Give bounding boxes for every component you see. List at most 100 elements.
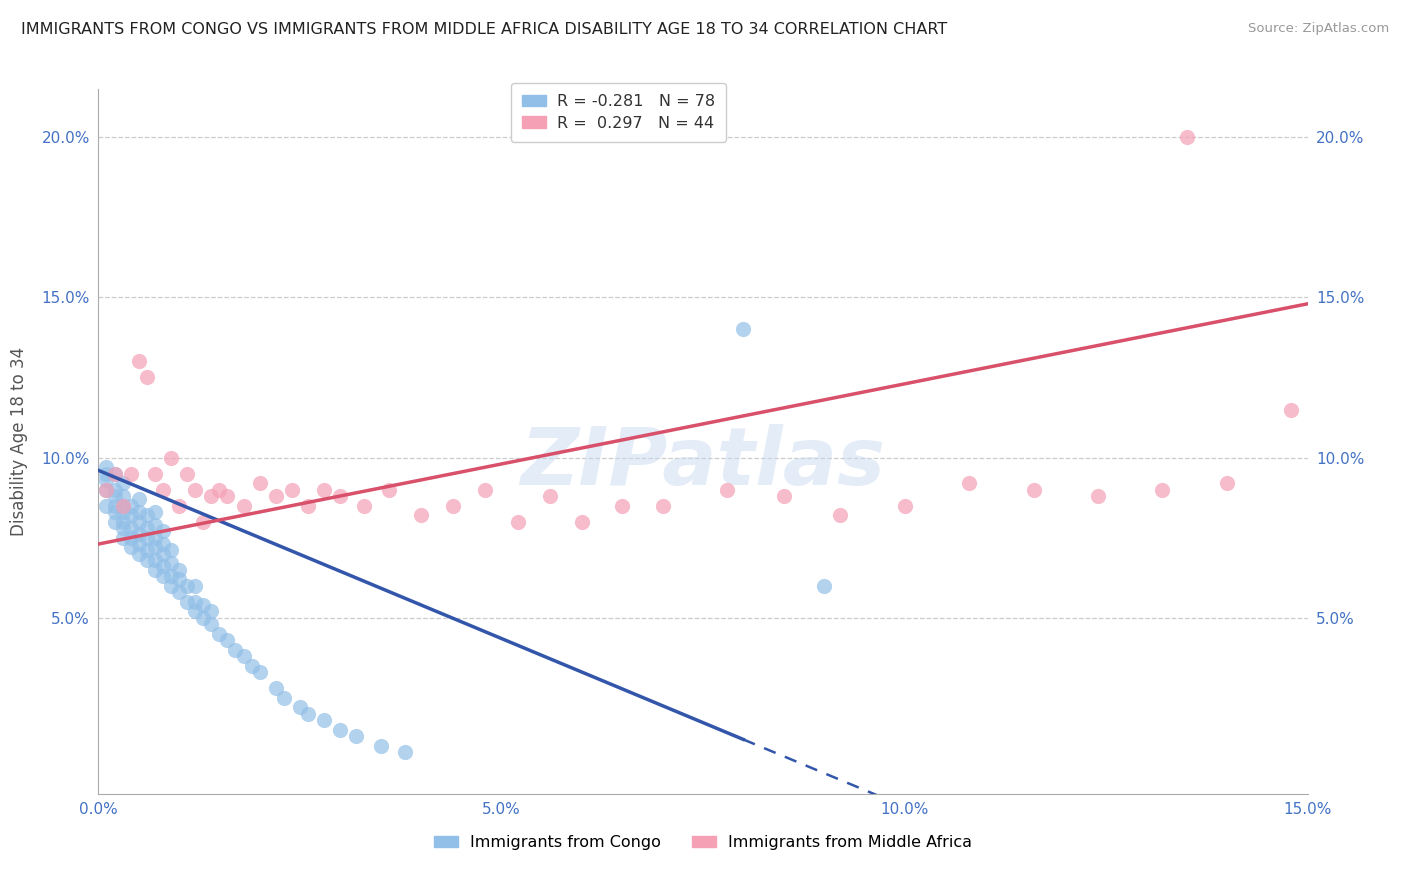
Point — [111, 521, 134, 535]
Point — [160, 569, 183, 583]
Point — [716, 483, 738, 497]
Point — [120, 467, 142, 481]
Point — [143, 531, 166, 545]
Point — [1216, 476, 1239, 491]
Point — [377, 483, 399, 497]
Point — [344, 729, 367, 743]
Point — [651, 499, 673, 513]
Point — [273, 690, 295, 705]
Point — [160, 556, 183, 570]
Text: ZIPatlas: ZIPatlas — [520, 424, 886, 501]
Point — [184, 595, 207, 609]
Point — [813, 579, 835, 593]
Point — [329, 723, 352, 737]
Point — [111, 505, 134, 519]
Point — [128, 527, 150, 541]
Point — [176, 467, 198, 481]
Point — [224, 642, 246, 657]
Point — [120, 540, 142, 554]
Point — [111, 531, 134, 545]
Point — [135, 543, 157, 558]
Text: Source: ZipAtlas.com: Source: ZipAtlas.com — [1249, 22, 1389, 36]
Point — [111, 515, 134, 529]
Point — [297, 499, 319, 513]
Point — [111, 489, 134, 503]
Point — [184, 483, 207, 497]
Point — [297, 706, 319, 721]
Point — [240, 658, 263, 673]
Point — [232, 499, 254, 513]
Point — [167, 499, 190, 513]
Point — [103, 515, 125, 529]
Point — [193, 515, 215, 529]
Point — [167, 585, 190, 599]
Point — [612, 499, 634, 513]
Point — [152, 524, 174, 539]
Point — [893, 499, 915, 513]
Point — [111, 499, 134, 513]
Y-axis label: Disability Age 18 to 34: Disability Age 18 to 34 — [10, 347, 28, 536]
Point — [167, 563, 190, 577]
Point — [143, 467, 166, 481]
Point — [571, 515, 593, 529]
Point — [217, 633, 239, 648]
Point — [474, 483, 496, 497]
Point — [176, 579, 198, 593]
Point — [120, 499, 142, 513]
Point — [103, 467, 125, 481]
Point — [143, 553, 166, 567]
Point — [143, 540, 166, 554]
Point — [152, 537, 174, 551]
Point — [96, 483, 118, 497]
Point — [200, 489, 222, 503]
Point — [167, 572, 190, 586]
Point — [281, 483, 304, 497]
Point — [160, 579, 183, 593]
Point — [152, 547, 174, 561]
Point — [135, 521, 157, 535]
Point — [200, 604, 222, 618]
Point — [128, 492, 150, 507]
Point — [217, 489, 239, 503]
Point — [208, 483, 231, 497]
Point — [1087, 489, 1109, 503]
Point — [128, 505, 150, 519]
Point — [128, 537, 150, 551]
Point — [152, 569, 174, 583]
Point — [128, 547, 150, 561]
Point — [103, 467, 125, 481]
Point — [96, 483, 118, 497]
Point — [103, 483, 125, 497]
Point — [152, 559, 174, 574]
Point — [176, 595, 198, 609]
Point — [1152, 483, 1174, 497]
Point — [409, 508, 432, 523]
Text: IMMIGRANTS FROM CONGO VS IMMIGRANTS FROM MIDDLE AFRICA DISABILITY AGE 18 TO 34 C: IMMIGRANTS FROM CONGO VS IMMIGRANTS FROM… — [21, 22, 948, 37]
Point — [249, 476, 271, 491]
Point — [232, 649, 254, 664]
Point — [538, 489, 561, 503]
Point — [96, 473, 118, 487]
Point — [353, 499, 375, 513]
Point — [314, 483, 336, 497]
Point — [329, 489, 352, 503]
Point — [111, 476, 134, 491]
Point — [1022, 483, 1045, 497]
Point — [506, 515, 529, 529]
Point — [143, 563, 166, 577]
Point — [441, 499, 464, 513]
Point — [249, 665, 271, 680]
Point — [103, 505, 125, 519]
Point — [184, 579, 207, 593]
Point — [160, 450, 183, 465]
Point — [1175, 130, 1198, 145]
Point — [288, 700, 311, 714]
Point — [184, 604, 207, 618]
Legend: Immigrants from Congo, Immigrants from Middle Africa: Immigrants from Congo, Immigrants from M… — [427, 829, 979, 856]
Point — [264, 489, 287, 503]
Point — [160, 543, 183, 558]
Point — [96, 499, 118, 513]
Point — [96, 460, 118, 475]
Point — [135, 508, 157, 523]
Point — [828, 508, 851, 523]
